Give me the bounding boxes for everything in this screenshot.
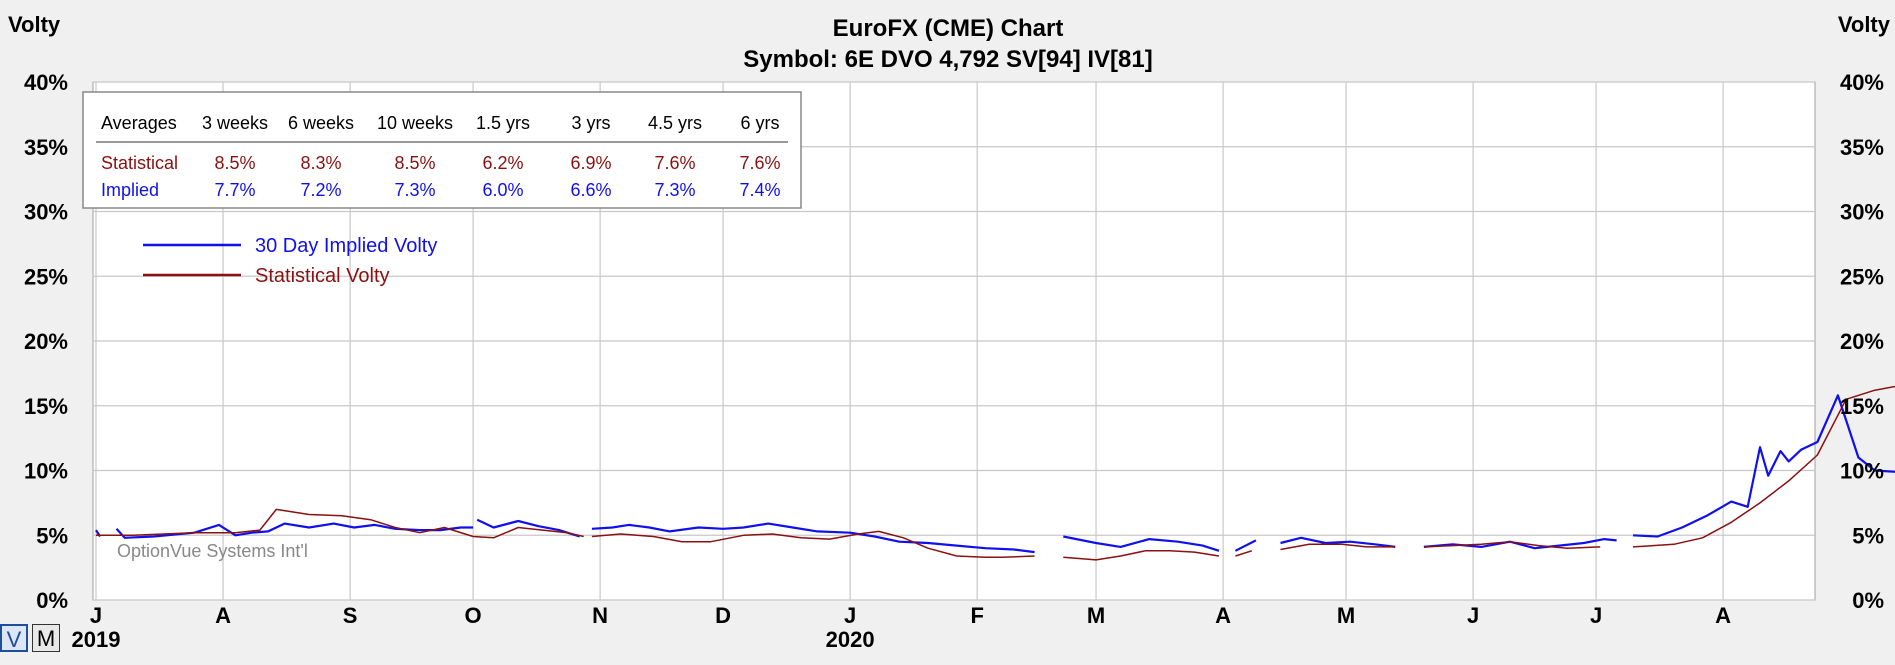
averages-header: 6 yrs [740,113,779,133]
y-tick-label-right: 0% [1852,588,1884,613]
averages-row-label: Implied [101,180,159,200]
y-tick-label-left: 20% [24,329,68,354]
y-tick-label-right: 20% [1840,329,1884,354]
volatility-view-button[interactable]: V [0,624,28,652]
x-tick-label: O [465,603,482,628]
implied-volty-line [1234,539,1257,552]
m-view-button[interactable]: M [32,624,60,652]
left-axis-label: Volty [8,12,61,37]
averages-header: 4.5 yrs [648,113,702,133]
x-tick-label: J [90,603,102,628]
x-year-label: 2020 [826,627,875,652]
averages-cell: 8.5% [214,153,255,173]
y-tick-label-right: 35% [1840,135,1884,160]
x-tick-label: A [1715,603,1731,628]
y-tick-label-left: 35% [24,135,68,160]
averages-table-cells: Averages 3 weeks 6 weeks 10 weeks 1.5 yrs 3 y… [101,113,781,200]
chart-subtitle: Symbol: 6E DVO 4,792 SV[94] IV[81] [743,46,1153,73]
statistical-volty-line [1280,543,1396,551]
averages-row-label: Statistical [101,153,178,173]
x-tick-label: A [215,603,231,628]
averages-cell: 6.2% [482,153,523,173]
y-tick-label-right: 15% [1840,394,1884,419]
implied-volty-line [1280,536,1396,548]
averages-cell: 7.4% [739,180,780,200]
implied-volty-line [1063,535,1220,552]
averages-cell: 7.3% [394,180,435,200]
averages-cell: 7.7% [214,180,255,200]
implied-volty-line [591,522,1035,554]
legend-statistical-label: Statistical Volty [255,265,390,287]
statistical-volty-line [1063,550,1220,561]
statistical-volty-line [1423,540,1601,549]
averages-cell: 8.5% [394,153,435,173]
y-tick-label-left: 10% [24,459,68,484]
y-tick-label-right: 10% [1840,459,1884,484]
x-tick-label: F [970,603,983,628]
y-tick-label-right: 5% [1852,523,1884,548]
statistical-volty-line [96,508,584,539]
averages-header: 10 weeks [377,113,453,133]
averages-cell: 6.9% [570,153,611,173]
x-year-label: 2019 [72,627,121,652]
series-lines [95,385,1895,561]
y-tick-label-left: 5% [36,523,68,548]
averages-cell: 8.3% [300,153,341,173]
y-tick-label-left: 25% [24,264,68,289]
averages-header: 6 weeks [288,113,354,133]
averages-cell: 6.6% [570,180,611,200]
y-tick-label-right: 40% [1840,70,1884,95]
averages-header: 1.5 yrs [476,113,530,133]
x-tick-label: N [592,603,608,628]
y-tick-label-left: 0% [36,588,68,613]
implied-volty-line [1632,394,1895,538]
right-axis-label: Volty [1838,12,1891,37]
x-tick-label: M [1087,603,1105,628]
chart-title: EuroFX (CME) Chart [833,15,1064,42]
y-tick-label-left: 15% [24,394,68,419]
x-tick-label: S [343,603,358,628]
averages-table-box [82,91,802,209]
statistical-volty-line [1632,385,1895,548]
averages-cell: 7.3% [654,180,695,200]
y-tick-label-left: 30% [24,200,68,225]
averages-cell: 7.6% [654,153,695,173]
statistical-volty-line [591,530,1035,559]
implied-volty-line [476,518,580,538]
averages-cell: 7.6% [739,153,780,173]
averages-header: 3 yrs [571,113,610,133]
legend: 30 Day Implied Volty Statistical Volty [143,235,437,287]
x-tick-label: J [844,603,856,628]
x-tick-label: A [1215,603,1231,628]
y-tick-label-right: 30% [1840,200,1884,225]
y-ticks-left: 0% 5% 10% 15% 20% 25% 30% 35% 40% [24,70,68,613]
averages-header: Averages [101,113,177,133]
x-ticks: J A S O N D J F M A M J J A 2019 2020 [72,603,1732,652]
averages-table: Averages 3 weeks 6 weeks 10 weeks 1.5 yrs 3 y… [82,91,802,209]
averages-header: 3 weeks [202,113,268,133]
y-tick-label-right: 25% [1840,264,1884,289]
y-ticks-right: 0% 5% 10% 15% 20% 25% 30% 35% 40% [1840,70,1884,613]
x-tick-label: J [1590,603,1602,628]
legend-implied-label: 30 Day Implied Volty [255,235,437,257]
x-tick-label: M [1337,603,1355,628]
watermark: OptionVue Systems Int'l [117,541,308,561]
x-tick-label: D [715,603,731,628]
statistical-volty-line [1235,550,1253,557]
y-tick-label-left: 40% [24,70,68,95]
averages-cell: 6.0% [482,180,523,200]
x-tick-label: J [1467,603,1479,628]
averages-cell: 7.2% [300,180,341,200]
